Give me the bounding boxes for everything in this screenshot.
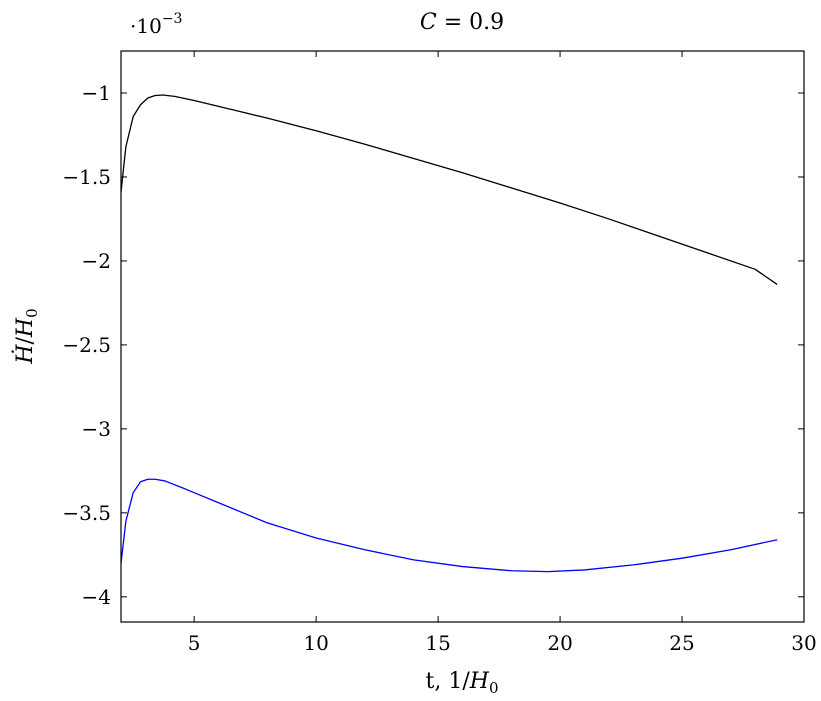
x-axis-label: t, 1/H0 xyxy=(426,669,499,697)
x-axis-label-sub: 0 xyxy=(489,679,499,697)
y-tick-label: −1 xyxy=(82,81,111,105)
y-axis-label-sub: 0 xyxy=(23,308,41,318)
y-tick-label: −2 xyxy=(82,249,111,273)
series-line-1 xyxy=(120,478,778,573)
y-multiplier-base: ·10 xyxy=(130,14,162,38)
series-group xyxy=(120,94,778,573)
y-tick-label: −3 xyxy=(82,417,111,441)
x-tick-label: 30 xyxy=(791,631,816,655)
x-tick-label: 5 xyxy=(188,631,201,655)
y-axis-label-dot: Ḣ xyxy=(11,344,38,365)
y-tick-label: −3.5 xyxy=(62,501,111,525)
y-multiplier-exp: −3 xyxy=(162,11,183,27)
y-tick-label: −2.5 xyxy=(62,333,111,357)
x-tick-label: 15 xyxy=(425,631,450,655)
y-multiplier: ·10−3 xyxy=(130,11,182,38)
y-axis-label-main: / xyxy=(13,336,38,344)
y-axis-label: Ḣ/H0 xyxy=(11,308,41,364)
axis-ticks: 5 10 15 20 25 30 −1 −1.5 −2 −2.5 −3 −3.5 −4 xyxy=(62,51,817,655)
chart-title-eq: = 0.9 xyxy=(437,10,504,35)
y-axis-label-var: H xyxy=(13,317,38,338)
x-tick-label: 10 xyxy=(303,631,328,655)
chart-title-var: C xyxy=(420,10,437,35)
plot-frame xyxy=(120,50,805,623)
y-tick-label: −1.5 xyxy=(62,165,111,189)
chart-title: C = 0.9 xyxy=(420,10,504,35)
x-axis-label-main: t, 1/ xyxy=(426,669,471,694)
x-tick-label: 25 xyxy=(669,631,694,655)
y-tick-label: −4 xyxy=(82,585,111,609)
x-axis-label-var: H xyxy=(469,669,490,694)
series-line-0 xyxy=(120,94,778,285)
x-tick-label: 20 xyxy=(547,631,572,655)
